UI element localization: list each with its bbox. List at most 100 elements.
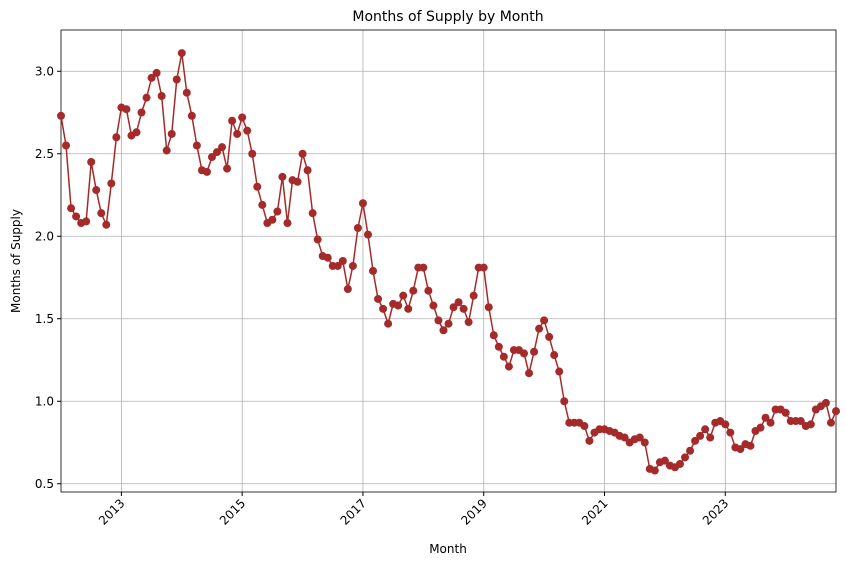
data-point — [796, 417, 805, 426]
data-point — [182, 88, 191, 97]
data-point — [454, 298, 463, 307]
data-point — [706, 433, 715, 442]
data-point — [756, 423, 765, 432]
data-point — [489, 331, 498, 340]
data-point — [233, 129, 242, 138]
data-point — [761, 413, 770, 422]
data-point — [550, 351, 559, 360]
data-point — [258, 200, 267, 209]
data-point — [313, 235, 322, 244]
data-point — [223, 164, 232, 173]
data-point — [152, 68, 161, 77]
data-point — [213, 148, 222, 157]
data-point — [87, 158, 96, 166]
data-point — [333, 261, 342, 270]
data-point — [525, 369, 534, 378]
data-point — [484, 303, 493, 312]
data-point — [826, 418, 835, 427]
x-tick-label: 2019 — [458, 496, 489, 527]
data-point — [147, 73, 156, 82]
data-point — [434, 316, 443, 325]
data-point — [650, 466, 659, 475]
data-point — [162, 146, 171, 155]
x-tick-label: 2017 — [338, 496, 369, 527]
data-point — [464, 318, 473, 327]
data-point — [228, 116, 237, 125]
data-point — [660, 456, 669, 465]
data-point — [358, 199, 367, 208]
data-point — [157, 92, 166, 100]
data-point — [560, 397, 569, 406]
x-tick-label: 2021 — [579, 496, 610, 527]
y-tick-label: 1.5 — [35, 312, 54, 326]
data-point — [504, 362, 513, 371]
data-line — [60, 52, 837, 472]
data-point — [620, 433, 629, 442]
data-point — [736, 445, 745, 454]
data-point — [348, 261, 357, 270]
data-point — [721, 420, 730, 429]
data-point — [92, 186, 101, 195]
data-point — [293, 177, 302, 186]
data-point — [238, 113, 247, 122]
data-point — [363, 230, 372, 239]
data-point — [137, 108, 146, 117]
data-point — [62, 141, 71, 150]
data-point — [248, 149, 257, 158]
data-point — [691, 436, 700, 445]
data-point — [207, 153, 216, 162]
data-point — [283, 219, 292, 228]
data-point — [374, 294, 383, 303]
data-point — [112, 133, 121, 142]
data-point — [82, 217, 91, 226]
data-point — [409, 286, 418, 295]
y-tick-label: 1.0 — [35, 394, 54, 408]
data-point — [681, 453, 690, 462]
data-point — [268, 215, 277, 224]
data-point — [821, 398, 830, 407]
data-point — [369, 266, 378, 275]
data-point — [399, 291, 408, 300]
data-point — [187, 111, 196, 120]
data-point — [278, 172, 287, 181]
data-point — [67, 204, 76, 213]
data-point — [102, 220, 111, 229]
data-point — [303, 166, 312, 175]
data-point — [535, 324, 544, 333]
data-point — [308, 209, 317, 218]
chart-title: Months of Supply by Month — [352, 9, 543, 25]
data-point — [555, 367, 564, 376]
data-point — [545, 332, 554, 341]
data-point — [394, 301, 403, 310]
data-point — [449, 303, 458, 312]
data-point — [580, 422, 589, 430]
data-point — [243, 126, 252, 135]
data-point — [404, 304, 413, 313]
data-point — [766, 418, 775, 427]
data-point — [353, 224, 362, 232]
data-point — [832, 407, 840, 416]
data-point — [384, 319, 393, 328]
data-point — [218, 143, 227, 152]
data-point — [444, 319, 453, 328]
x-axis-label: Month — [429, 542, 467, 556]
x-tick-label: 2015 — [217, 496, 248, 527]
data-point — [167, 129, 176, 138]
data-point — [726, 428, 735, 437]
data-point — [499, 352, 508, 361]
data-point — [343, 285, 352, 294]
data-point — [424, 286, 433, 295]
data-point — [635, 433, 644, 442]
data-point — [746, 441, 755, 450]
y-tick-label: 2.5 — [35, 147, 54, 161]
data-point — [686, 446, 695, 455]
data-point — [122, 105, 131, 114]
data-point — [540, 316, 549, 325]
data-point — [379, 304, 388, 313]
y-tick-label: 3.0 — [35, 64, 54, 78]
data-point — [519, 349, 528, 358]
data-point — [142, 93, 151, 102]
data-point — [273, 207, 282, 216]
y-tick-label: 0.5 — [35, 477, 54, 491]
